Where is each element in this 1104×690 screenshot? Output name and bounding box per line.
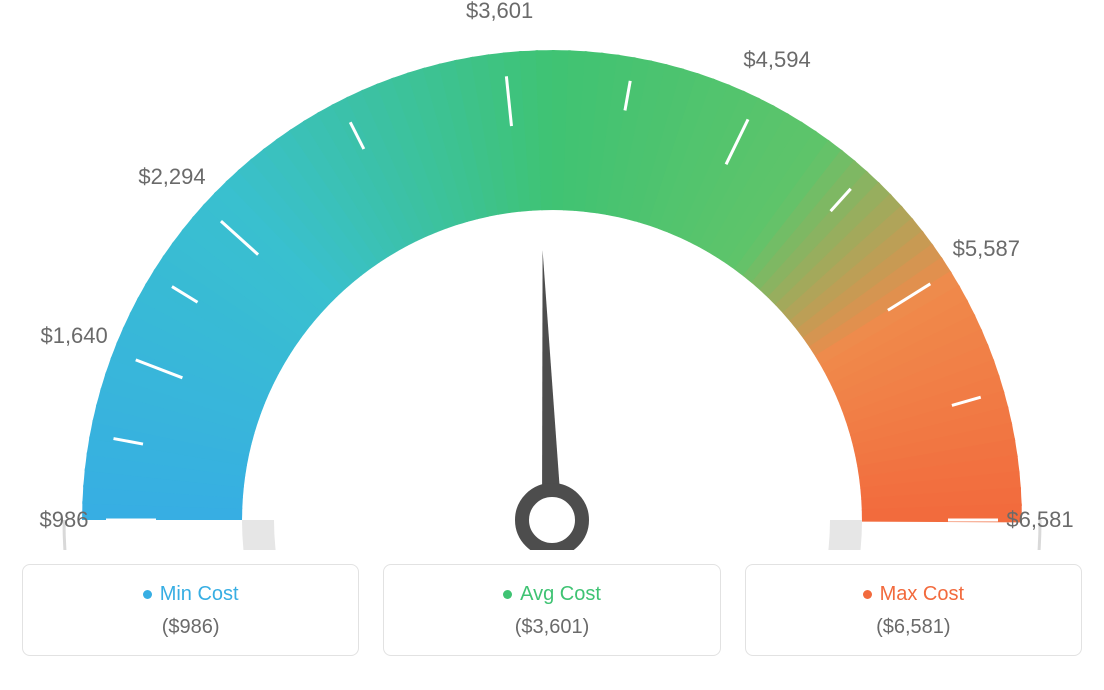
legend-card-max: Max Cost ($6,581) bbox=[745, 564, 1082, 656]
legend-value-max: ($6,581) bbox=[756, 616, 1071, 639]
legend-row: Min Cost ($986) Avg Cost ($3,601) Max Co… bbox=[22, 564, 1082, 656]
legend-value-min: ($986) bbox=[33, 616, 348, 639]
legend-title-min-text: Min Cost bbox=[160, 583, 239, 606]
gauge-tick-label: $4,594 bbox=[743, 47, 810, 73]
legend-card-avg: Avg Cost ($3,601) bbox=[383, 564, 720, 656]
gauge-tick-label: $986 bbox=[40, 507, 89, 533]
legend-value-avg: ($3,601) bbox=[394, 616, 709, 639]
legend-title-avg-text: Avg Cost bbox=[520, 583, 601, 606]
legend-title-max-text: Max Cost bbox=[880, 583, 964, 606]
dot-icon bbox=[143, 590, 152, 599]
dot-icon bbox=[863, 590, 872, 599]
legend-title-avg: Avg Cost bbox=[503, 583, 601, 606]
gauge-tick-label: $3,601 bbox=[466, 0, 533, 24]
gauge-tick-label: $2,294 bbox=[138, 164, 205, 190]
legend-title-max: Max Cost bbox=[863, 583, 964, 606]
gauge-tick-label: $6,581 bbox=[1006, 507, 1073, 533]
legend-card-min: Min Cost ($986) bbox=[22, 564, 359, 656]
gauge-needle bbox=[542, 250, 562, 520]
gauge-tick-label: $5,587 bbox=[953, 236, 1020, 262]
gauge-tick-label: $1,640 bbox=[40, 323, 107, 349]
gauge-svg bbox=[22, 20, 1082, 550]
legend-title-min: Min Cost bbox=[143, 583, 239, 606]
gauge-needle-hub bbox=[522, 490, 582, 550]
cost-gauge: $986$1,640$2,294$3,601$4,594$5,587$6,581 bbox=[22, 20, 1082, 550]
dot-icon bbox=[503, 590, 512, 599]
